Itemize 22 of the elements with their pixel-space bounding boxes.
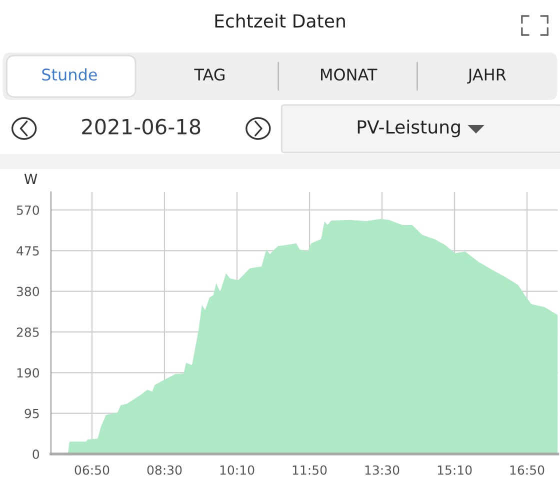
x-tick-label: 16:50	[510, 465, 544, 475]
text: JAHR	[467, 68, 506, 84]
y-tick-label: 570	[16, 205, 40, 215]
text: 2021-06-18	[82, 118, 200, 135]
y-axis-title: W	[24, 174, 38, 184]
x-tick-label: 08:30	[147, 465, 182, 475]
text: PV-Leistung	[358, 120, 460, 138]
text: MONAT	[321, 68, 378, 81]
y-tick-label: 0	[32, 449, 40, 459]
x-tick-label: 15:10	[438, 465, 472, 475]
x-tick-label: 10:10	[220, 465, 254, 475]
x-tick-label: 13:30	[365, 465, 400, 475]
y-tick-label: 190	[17, 368, 40, 378]
text: TAG	[194, 68, 224, 81]
y-tick-label: 380	[16, 286, 40, 296]
x-tick-label: 11:50	[292, 465, 327, 475]
x-tick-label: 06:50	[74, 465, 110, 475]
chart-title: Echtzeit Daten	[215, 14, 345, 28]
y-tick-label: 475	[16, 246, 39, 256]
y-tick-label: 95	[24, 408, 39, 418]
y-tick-label: 285	[16, 327, 39, 337]
text: Stunde	[42, 68, 97, 81]
